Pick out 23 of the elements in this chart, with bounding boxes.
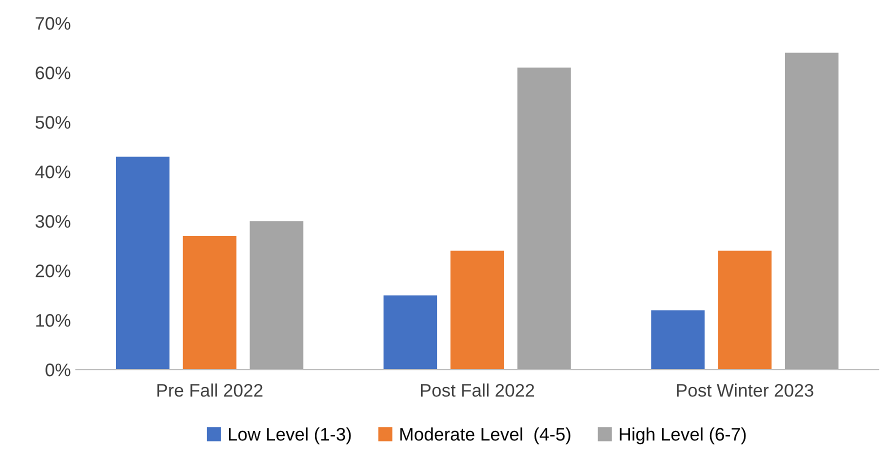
y-tick-label: 70% [36,17,70,30]
x-tick-label: Pre Fall 2022 [157,383,262,397]
y-tick-label: 30% [36,215,70,228]
y-tick-label: 20% [36,264,70,278]
bar [116,156,170,370]
bar [651,310,705,370]
y-tick-label: 10% [36,314,70,327]
bar [784,52,838,370]
legend-label: Moderate Level (4-5) [400,427,570,444]
x-tick-label: Post Winter 2023 [677,383,814,397]
x-tick-label: Post Fall 2022 [420,383,534,397]
bar [517,68,571,370]
y-tick-label: 40% [35,166,70,178]
y-tick-label: 60% [36,66,70,80]
bar [182,236,236,370]
bar [384,295,438,370]
y-tick-label: 50% [36,116,70,129]
y-tick-label: 0% [46,364,70,376]
legend-label: Low Level (1-3) [228,427,351,444]
bar [450,250,504,370]
bar [250,221,304,370]
legend-label: High Level (6-7) [620,427,746,444]
bar [718,250,772,370]
